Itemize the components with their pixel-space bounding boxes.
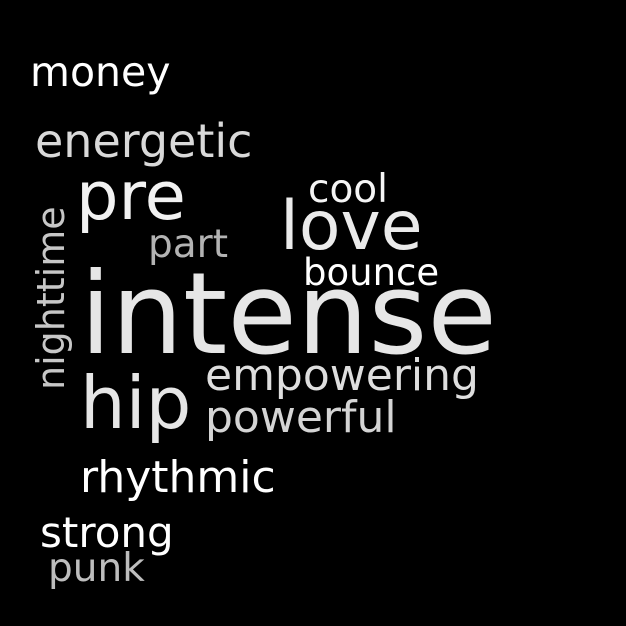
word-intense: intense xyxy=(80,248,497,380)
word-bounce: bounce xyxy=(303,251,440,294)
word-love: love xyxy=(280,187,423,266)
word-nighttime: nighttime xyxy=(29,206,73,390)
word-rhythmic: rhythmic xyxy=(80,452,276,503)
word-powerful: powerful xyxy=(205,392,397,443)
word-energetic: energetic xyxy=(35,114,253,168)
word-empowering: empowering xyxy=(205,350,479,401)
word-pre: pre xyxy=(76,157,186,235)
word-punk: punk xyxy=(48,546,145,591)
word-hip: hip xyxy=(80,361,192,445)
word-part: part xyxy=(148,222,228,267)
word-money: money xyxy=(30,48,171,96)
word-cool: cool xyxy=(308,167,388,212)
word-strong: strong xyxy=(40,508,174,557)
